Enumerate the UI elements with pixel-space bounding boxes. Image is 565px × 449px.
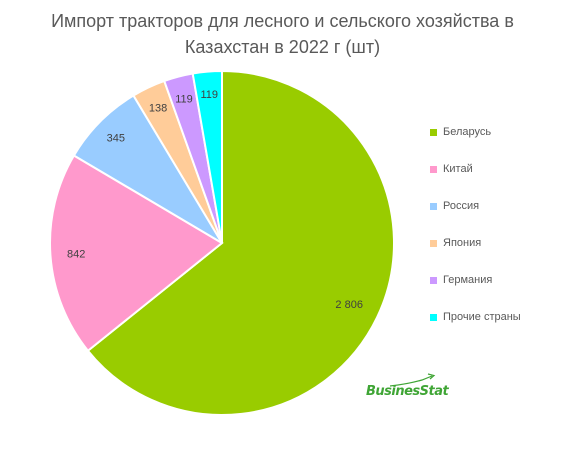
pie-slice-0 (86, 69, 395, 416)
legend-item-0: Беларусь (430, 124, 491, 140)
legend-swatch-4 (430, 276, 437, 284)
legend-label-5: Прочие страны (443, 311, 521, 323)
businesstat-logo: BusinesStat (366, 373, 449, 399)
legend-swatch-1 (430, 165, 437, 173)
legend-item-4: Германия (430, 272, 492, 288)
chart-title-line-1: Импорт тракторов для лесного и сельского… (51, 11, 514, 31)
data-label-0: 2 806 (335, 299, 363, 311)
data-label-4: 119 (175, 93, 193, 105)
legend-item-3: Япония (430, 235, 481, 251)
data-label-2: 345 (107, 133, 125, 145)
legend-label-0: Беларусь (443, 126, 492, 138)
pie-slice-1 (49, 154, 224, 353)
legend-swatch-5 (430, 313, 437, 321)
legend-swatch-3 (430, 239, 437, 247)
data-label-1: 842 (67, 248, 85, 260)
data-label-3: 138 (149, 103, 167, 115)
legend-label-3: Япония (443, 237, 482, 249)
chart-title-line-2: Казахстан в 2022 г (шт) (184, 37, 381, 57)
legend-label-1: Китай (443, 163, 473, 175)
legend-swatch-0 (430, 128, 437, 136)
logo-arrow-icon (389, 373, 436, 387)
watermark-text: BusinesStat (366, 384, 449, 399)
legend-item-5: Прочие страны (430, 309, 521, 325)
legend-item-2: Россия (430, 198, 479, 214)
legend-item-1: Китай (430, 161, 473, 177)
pie-slice-5 (191, 69, 223, 244)
data-label-5: 119 (200, 89, 218, 101)
chart-title: Импорт тракторов для лесного и сельского… (0, 8, 565, 60)
legend-label-2: Россия (443, 200, 480, 212)
legend-swatch-2 (430, 202, 437, 210)
legend-label-4: Германия (443, 274, 493, 286)
